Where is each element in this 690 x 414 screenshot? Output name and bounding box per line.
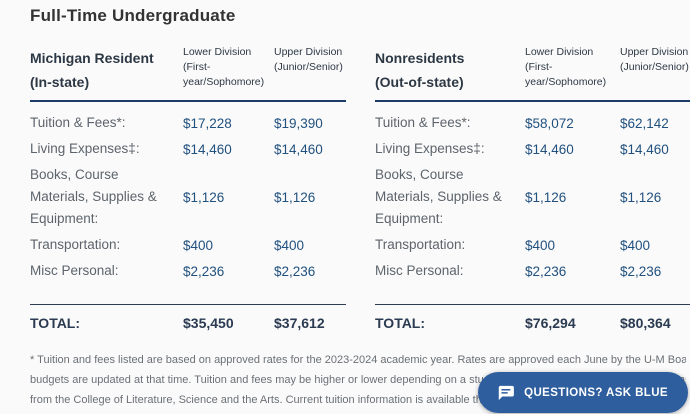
ask-blue-button[interactable]: QUESTIONS? ASK BLUE	[478, 372, 688, 413]
row-label: Transportation:	[30, 237, 121, 252]
total-row: TOTAL: $35,450 $37,612	[30, 304, 346, 339]
row-label: Books, Course Materials, Supplies & Equi…	[375, 167, 502, 226]
resident-table-body: Tuition & Fees*: $17,228 $19,390 Living …	[30, 102, 346, 339]
nonresident-table-body: Tuition & Fees*: $58,072 $62,142 Living …	[375, 102, 690, 339]
row-label: Living Expenses‡:	[375, 141, 485, 156]
row-value-lower: $400	[525, 237, 556, 253]
table-row: Living Expenses‡: $14,460 $14,460	[375, 136, 690, 162]
row-value-upper: $14,460	[620, 141, 669, 157]
total-value-lower: $76,294	[525, 315, 576, 331]
footnote-line-3-text: from the College of Literature, Science …	[30, 394, 532, 406]
row-value-lower: $1,126	[183, 189, 225, 205]
total-label: TOTAL:	[375, 315, 426, 331]
table-row: Tuition & Fees*: $58,072 $62,142	[375, 110, 690, 136]
row-value-upper: $1,126	[274, 189, 316, 205]
total-value-upper: $37,612	[274, 315, 325, 331]
table-row: Misc Personal: $2,236 $2,236	[30, 258, 346, 284]
row-value-lower: $58,072	[525, 115, 574, 131]
row-label: Books, Course Materials, Supplies & Equi…	[30, 167, 157, 226]
row-value-lower: $400	[183, 237, 214, 253]
row-label: Tuition & Fees*:	[375, 115, 471, 130]
lower-division-column-header: Lower Division (First- year/Sophomore)	[525, 46, 607, 88]
total-row: TOTAL: $76,294 $80,364	[375, 304, 690, 339]
row-value-lower: $17,228	[183, 115, 232, 131]
nonresident-group-header: Nonresidents (Out-of-state)	[375, 50, 465, 90]
row-value-upper: $19,390	[274, 115, 323, 131]
row-value-lower: $1,126	[525, 189, 567, 205]
upper-division-column-header: Upper Division (Junior/Senior)	[274, 46, 343, 73]
row-value-lower: $14,460	[525, 141, 574, 157]
row-value-upper: $1,126	[620, 189, 662, 205]
row-value-upper: $400	[620, 237, 651, 253]
row-label: Misc Personal:	[30, 263, 119, 278]
table-row: Living Expenses‡: $14,460 $14,460	[30, 136, 346, 162]
footnote-line-1: * Tuition and fees listed are based on a…	[30, 354, 686, 366]
row-label: Transportation:	[375, 237, 466, 252]
row-value-upper: $400	[274, 237, 305, 253]
upper-division-column-header: Upper Division (Junior/Senior)	[620, 46, 689, 73]
chat-bubble-icon	[498, 385, 514, 400]
page-title: Full-Time Undergraduate	[30, 6, 236, 25]
row-label: Living Expenses‡:	[30, 141, 140, 156]
table-row: Books, Course Materials, Supplies & Equi…	[30, 162, 346, 232]
table-row: Transportation: $400 $400	[30, 232, 346, 258]
total-label: TOTAL:	[30, 315, 81, 331]
row-value-upper: $2,236	[274, 263, 316, 279]
table-row: Tuition & Fees*: $17,228 $19,390	[30, 110, 346, 136]
resident-group-header: Michigan Resident (In-state)	[30, 50, 154, 90]
ask-blue-label: QUESTIONS? ASK BLUE	[524, 386, 668, 399]
row-value-upper: $14,460	[274, 141, 323, 157]
total-value-lower: $35,450	[183, 315, 234, 331]
lower-division-column-header: Lower Division (First- year/Sophomore)	[183, 46, 265, 88]
row-value-lower: $2,236	[183, 263, 225, 279]
resident-table-header: Michigan Resident (In-state) Lower Divis…	[30, 42, 346, 102]
nonresident-table-header: Nonresidents (Out-of-state) Lower Divisi…	[375, 42, 690, 102]
table-row: Transportation: $400 $400	[375, 232, 690, 258]
row-label: Misc Personal:	[375, 263, 464, 278]
row-label: Tuition & Fees*:	[30, 115, 126, 130]
row-value-lower: $14,460	[183, 141, 232, 157]
total-value-upper: $80,364	[620, 315, 671, 331]
row-value-upper: $62,142	[620, 115, 669, 131]
row-value-lower: $2,236	[525, 263, 567, 279]
table-row: Misc Personal: $2,236 $2,236	[375, 258, 690, 284]
table-row: Books, Course Materials, Supplies & Equi…	[375, 162, 690, 232]
nonresident-cost-table: Nonresidents (Out-of-state) Lower Divisi…	[375, 42, 690, 339]
row-value-upper: $2,236	[620, 263, 662, 279]
resident-cost-table: Michigan Resident (In-state) Lower Divis…	[30, 42, 346, 339]
